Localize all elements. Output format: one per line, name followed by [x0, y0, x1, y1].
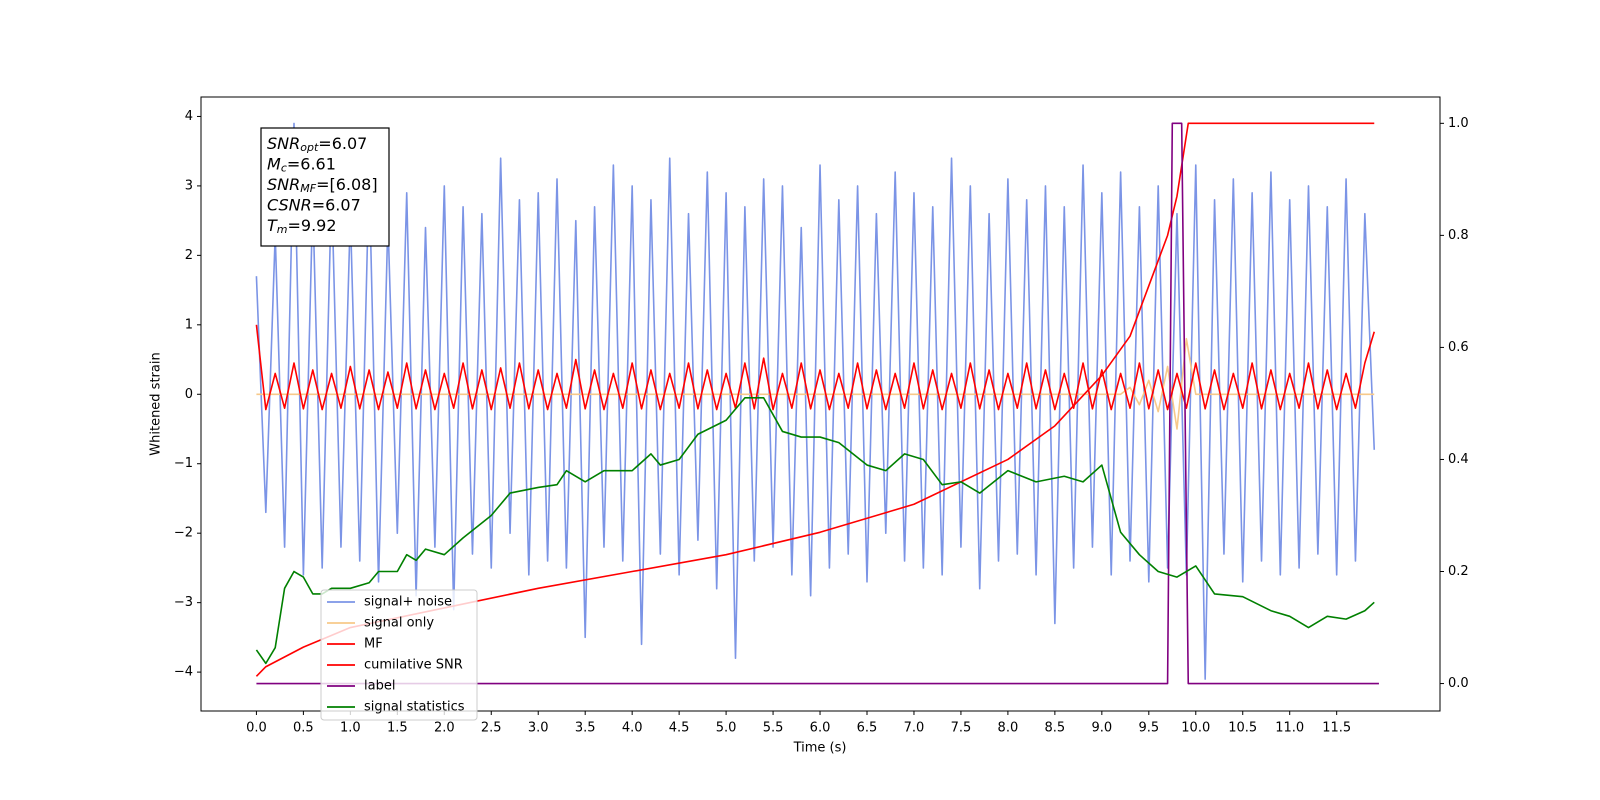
annotation-box [260, 127, 390, 247]
x-tick-label: 8.5 [1045, 721, 1066, 736]
annotation-symbol: CSNR [267, 195, 312, 214]
annotation: SNRopt=6.07 [267, 134, 367, 155]
annotation-subscript: opt [300, 141, 319, 154]
y2-tick-label: 0.6 [1448, 340, 1469, 355]
x-tick-label: 1.5 [387, 721, 408, 736]
x-tick-label: 1.0 [340, 721, 361, 736]
legend-label: signal only [364, 616, 434, 631]
annotation: Tm=9.92 [267, 216, 337, 237]
x-tick-label: 7.0 [904, 721, 925, 736]
annotation-subscript: MF [300, 182, 316, 195]
annotation-symbol: SNR [267, 134, 300, 153]
x-tick-label: 6.5 [857, 721, 878, 736]
annotation-symbol: T [267, 216, 278, 235]
x-tick-label: 3.0 [528, 721, 549, 736]
x-tick-label: 4.5 [669, 721, 690, 736]
y-tick-label: −1 [174, 456, 193, 471]
y-tick-label: −2 [174, 526, 193, 541]
annotation-subscript: c [281, 162, 287, 175]
series-line [255, 324, 1376, 411]
x-tick-label: 11.5 [1322, 721, 1351, 736]
legend-label: signal+ noise [364, 595, 452, 610]
y-tick-label: −4 [174, 665, 193, 680]
legend-label: MF [364, 637, 383, 652]
y-tick-label: 1 [185, 317, 193, 332]
y-tick-label: 4 [185, 109, 193, 124]
x-tick-label: 9.0 [1091, 721, 1112, 736]
y-tick-label: 3 [185, 178, 193, 193]
x-tick-label: 7.5 [951, 721, 972, 736]
x-tick-label: 10.0 [1181, 721, 1210, 736]
series-line [255, 122, 1376, 680]
y2-tick-label: 0.4 [1448, 452, 1469, 467]
series-line [255, 397, 1375, 665]
legend-box [320, 589, 478, 721]
annotation-value: =6.61 [287, 154, 336, 173]
annotation-value: =6.07 [312, 195, 361, 214]
x-tick-label: 5.0 [716, 721, 737, 736]
y-axis-label: Whitened strain [149, 352, 164, 455]
legend-label: label [364, 679, 395, 694]
series-line [256, 337, 1375, 430]
x-tick-label: 4.0 [622, 721, 643, 736]
x-tick-label: 8.0 [998, 721, 1019, 736]
x-tick-label: 10.5 [1228, 721, 1257, 736]
annotation: SNRMF=[6.08] [267, 175, 378, 196]
x-tick-label: 9.5 [1138, 721, 1159, 736]
y2-tick-label: 1.0 [1448, 116, 1469, 131]
y2-tick-label: 0.2 [1448, 564, 1469, 579]
y-tick-label: 2 [185, 248, 193, 263]
annotation-symbol: M [267, 154, 281, 173]
x-tick-label: 11.0 [1275, 721, 1304, 736]
annotation: Mc=6.61 [267, 154, 336, 175]
annotation-value: =[6.08] [316, 175, 378, 194]
x-tick-label: 0.0 [246, 721, 267, 736]
annotation: CSNR=6.07 [267, 195, 361, 214]
annotation-value: =9.92 [288, 216, 337, 235]
series-line [256, 122, 1379, 685]
y-tick-label: −3 [174, 595, 193, 610]
x-tick-label: 2.5 [481, 721, 502, 736]
legend-label: cumilative SNR [364, 658, 463, 673]
y2-tick-label: 0.8 [1448, 228, 1469, 243]
y2-tick-label: 0.0 [1448, 676, 1469, 691]
x-tick-label: 5.5 [763, 721, 784, 736]
x-tick-label: 3.5 [575, 721, 596, 736]
x-tick-label: 6.0 [810, 721, 831, 736]
annotation-value: =6.07 [318, 134, 367, 153]
x-tick-label: 0.5 [293, 721, 314, 736]
annotation-symbol: SNR [267, 175, 300, 194]
annotation-subscript: m [277, 223, 288, 236]
x-axis-label: Time (s) [793, 741, 847, 756]
x-tick-label: 2.0 [434, 721, 455, 736]
legend-label: signal statistics [364, 700, 465, 715]
y-tick-label: 0 [185, 387, 193, 402]
